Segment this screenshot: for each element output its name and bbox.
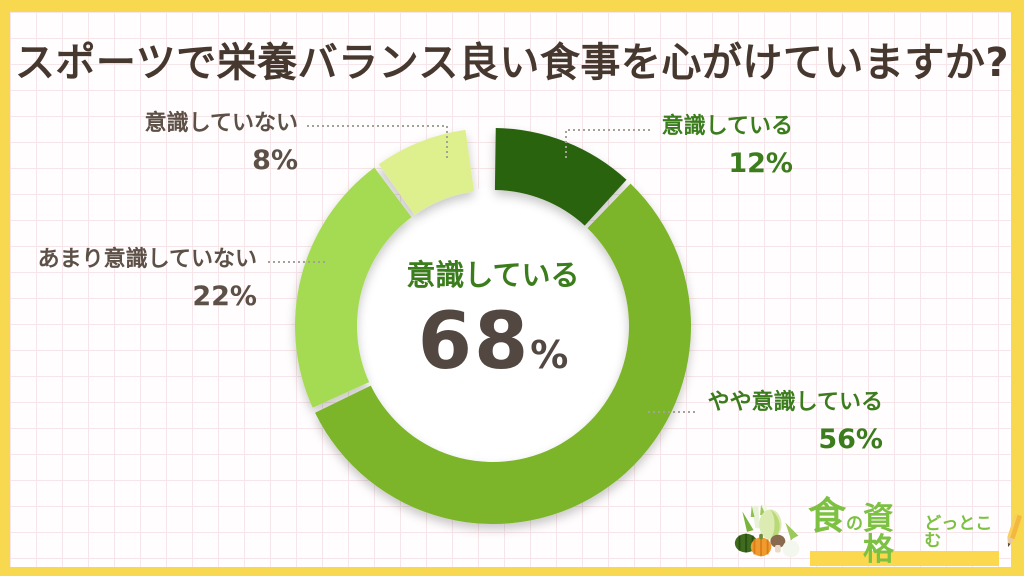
center-label-value: 68% xyxy=(293,303,693,399)
slice-label-aware: 意識している 12% xyxy=(593,114,793,179)
vegetables-illustration-icon xyxy=(734,504,800,558)
logo-char-shoku: 食 xyxy=(808,493,847,538)
slice-label-not-very-aware: あまり意識していない 22% xyxy=(17,247,257,312)
slice-label-pct: 56% xyxy=(818,424,883,455)
donut-slice-2 xyxy=(294,167,412,408)
slice-label-pct: 22% xyxy=(192,281,257,312)
slice-label-pct: 12% xyxy=(728,148,793,179)
site-logo: 食 の 資格 どっとこむ xyxy=(733,497,1024,566)
donut-center-label: 意識している 68% xyxy=(293,258,693,399)
slice-label-pct: 8% xyxy=(252,145,298,176)
logo-wordmark: 食 の 資格 どっとこむ xyxy=(808,497,1001,566)
slice-label-text: やや意識している xyxy=(707,390,883,415)
slice-label-not-aware: 意識していない 8% xyxy=(38,111,298,176)
donut-slice-1 xyxy=(315,183,692,525)
pencil-icon xyxy=(1007,513,1023,548)
chart-title: スポーツで栄養バランス良い食事を心がけていますか? xyxy=(14,40,1010,86)
logo-subtext: どっとこむ xyxy=(924,513,993,551)
logo-highlight-bar xyxy=(810,550,1000,566)
logo-char-no: の xyxy=(846,513,864,534)
donut-chart xyxy=(294,128,692,525)
slice-label-text: 意識していない xyxy=(144,111,298,136)
slice-label-text: 意識している xyxy=(661,114,793,139)
donut-center-disc xyxy=(355,188,631,464)
slice-label-text: あまり意識していない xyxy=(37,247,257,272)
slice-label-somewhat-aware: やや意識している 56% xyxy=(683,390,883,455)
center-value-unit: % xyxy=(530,333,569,377)
center-value-number: 68 xyxy=(417,297,531,387)
center-label-text: 意識している xyxy=(406,258,580,292)
logo-chars-shikaku: 資格 xyxy=(863,500,895,568)
donut-slice-0 xyxy=(494,128,627,226)
donut-slices xyxy=(294,128,692,525)
